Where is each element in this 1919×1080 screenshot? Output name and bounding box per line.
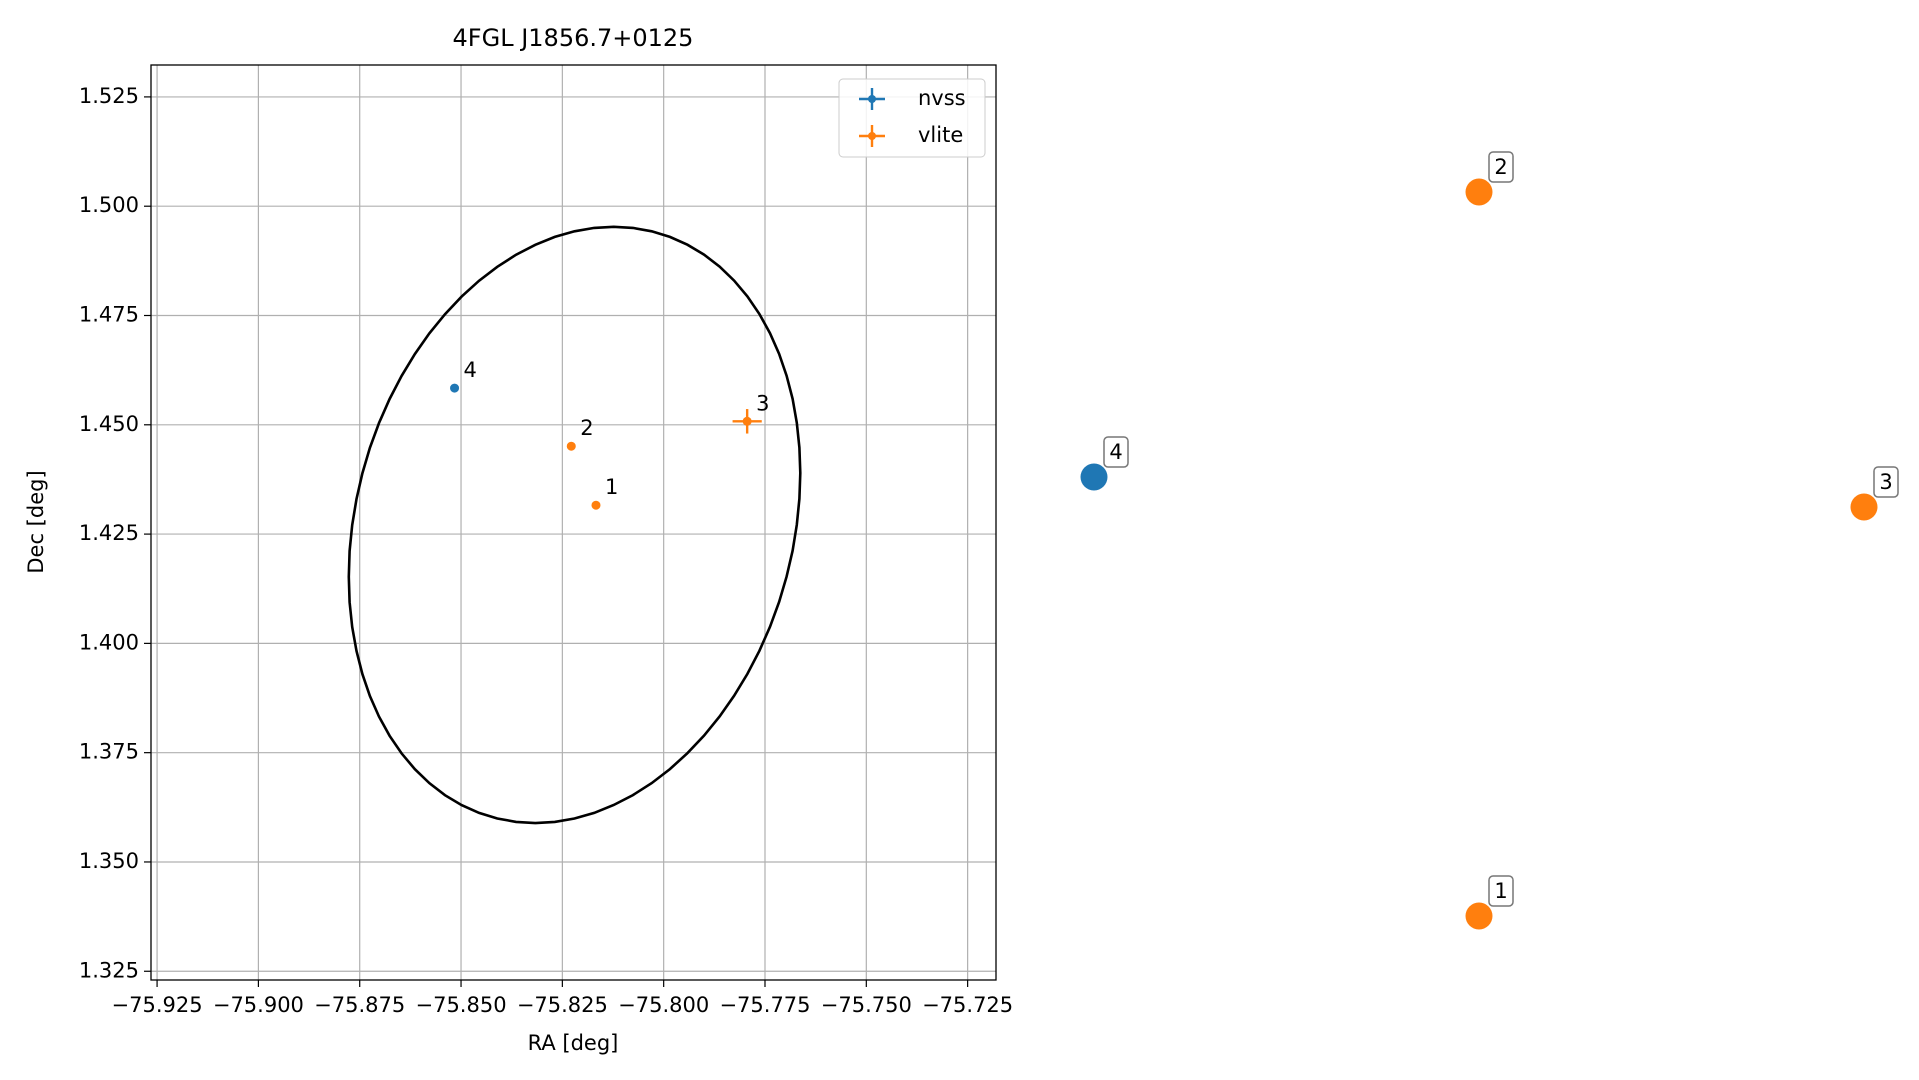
point [450,383,460,393]
error-ellipse [347,225,802,825]
node-label-box [1103,436,1129,468]
legend-label: vlite [918,123,963,147]
legend-label: nvss [918,86,966,110]
y-tick-label: 1.525 [79,84,139,108]
node [1465,178,1493,206]
y-tick-label: 1.475 [79,302,139,326]
point [591,500,601,510]
x-tick-label: −75.750 [821,993,912,1017]
node [1080,463,1108,491]
y-tick-label: 1.425 [79,521,139,545]
y-tick-label: 1.325 [79,958,139,982]
point-label: 1 [605,475,618,499]
node-label-box [1488,151,1514,183]
x-tick-label: −75.900 [213,993,304,1017]
node-label-box [1488,875,1514,907]
y-axis-label: Dec [deg] [24,470,48,573]
y-tick-label: 1.500 [79,193,139,217]
node-label: 2 [1494,155,1507,179]
x-tick-label: −75.825 [517,993,608,1017]
point [566,441,576,451]
node-label: 3 [1879,470,1892,494]
legend-symbol [868,132,876,140]
point-label: 3 [756,391,769,415]
node [1465,902,1493,930]
x-tick-label: −75.850 [415,993,506,1017]
point-label: 2 [580,416,593,440]
x-axis-label: RA [deg] [528,1031,619,1055]
node [1850,493,1878,521]
x-tick-label: −75.875 [314,993,405,1017]
legend-symbol [868,95,876,103]
point-label: 4 [464,358,477,382]
x-tick-label: −75.725 [922,993,1013,1017]
y-tick-label: 1.375 [79,740,139,764]
y-tick-label: 1.350 [79,849,139,873]
plot-frame [150,64,997,981]
y-tick-label: 1.450 [79,412,139,436]
x-tick-label: −75.800 [618,993,709,1017]
node-label: 4 [1109,440,1122,464]
node-label-box [1873,466,1899,498]
x-tick-label: −75.925 [112,993,203,1017]
point [742,416,752,426]
x-tick-label: −75.775 [719,993,810,1017]
chart-title: 4FGL J1856.7+0125 [453,24,694,52]
y-tick-label: 1.400 [79,630,139,654]
node-label: 1 [1494,879,1507,903]
